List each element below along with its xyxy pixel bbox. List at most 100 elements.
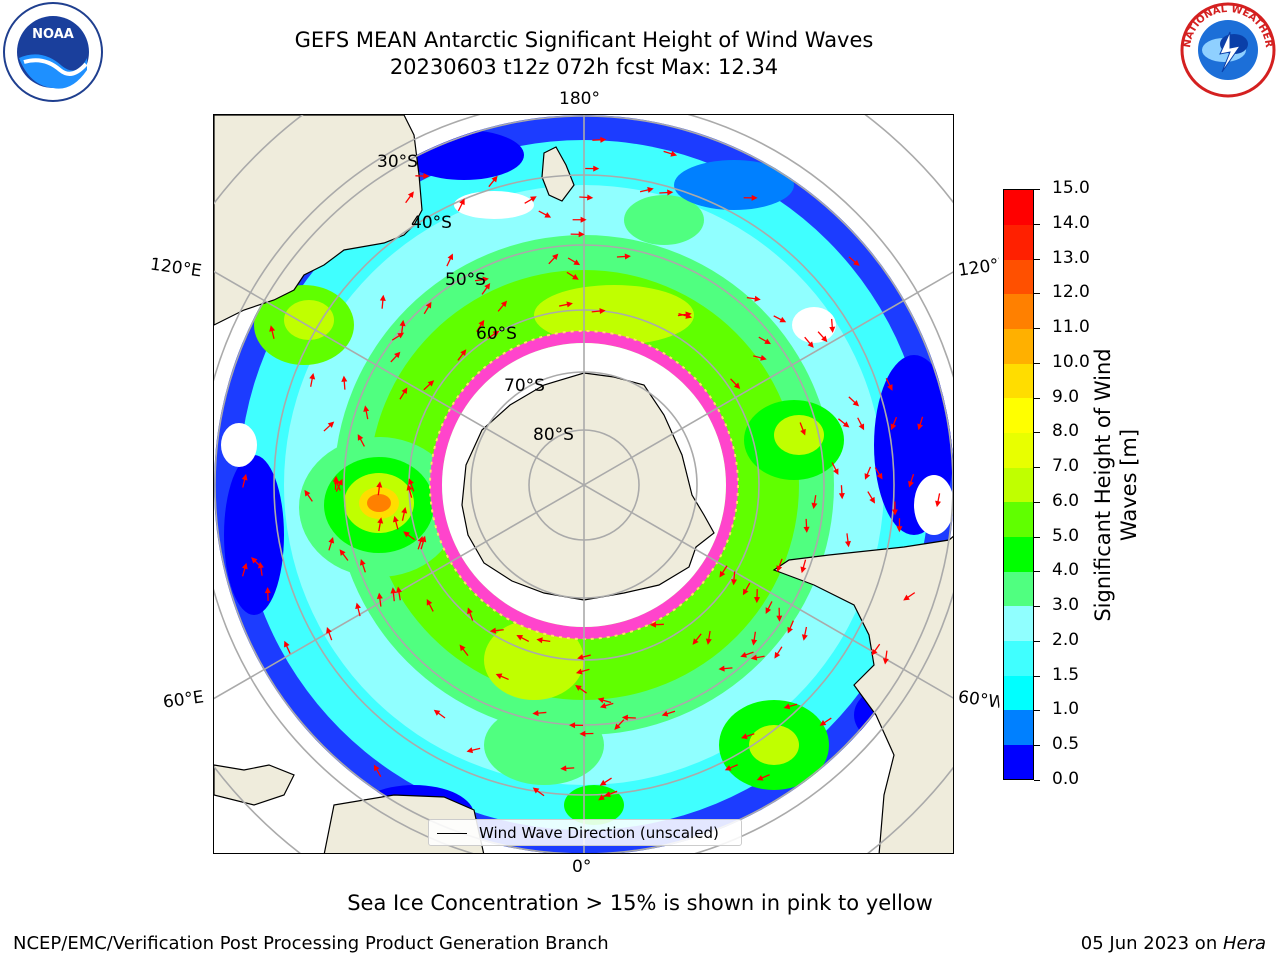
wind-arrow-head (552, 253, 559, 261)
wind-arrow-head (241, 562, 248, 570)
wind-arrow-head (264, 586, 271, 594)
colorbar-tick-mark (1034, 432, 1040, 434)
wind-arrow-head (776, 565, 783, 572)
colorbar-segment (1004, 640, 1033, 676)
wind-arrow-head (373, 764, 380, 772)
colorbar-segment (1004, 190, 1033, 226)
sea-ice-note: Sea Ice Concentration > 15% is shown in … (347, 891, 933, 915)
wind-arrow-head (751, 194, 758, 201)
wind-arrow-head (427, 380, 435, 387)
colorbar-segment (1004, 744, 1033, 780)
wind-arrow-head (869, 496, 876, 504)
colorbar-segment (1004, 501, 1033, 537)
wind-arrow-head (829, 326, 836, 333)
wind-arrow-head (598, 794, 605, 801)
colorbar-segment (1004, 328, 1033, 364)
map-panel: 30°S 40°S 50°S 60°S 70°S 80°S Wind Wave … (213, 114, 954, 854)
wind-arrow-head (397, 332, 405, 339)
wind-arrow-head (401, 507, 408, 514)
wind-arrow-head (573, 259, 581, 266)
wind-arrow-head (269, 325, 276, 332)
wind-arrow-head (376, 592, 383, 600)
wind-arrow-head (774, 651, 781, 659)
wind-arrow-head (544, 212, 552, 218)
colorbar-tick-mark (1034, 328, 1040, 330)
australia (214, 115, 423, 326)
wind-arrow-head (379, 294, 386, 301)
wind-arrow-head (577, 654, 584, 660)
wind-arrow-head (489, 627, 497, 634)
wind-arrow-head (787, 626, 793, 634)
wind-arrow-head (406, 484, 413, 491)
wind-arrow-head (326, 626, 332, 634)
lat-label-40s: 40°S (411, 213, 452, 233)
colorbar-segment (1004, 536, 1033, 572)
wind-arrow-head (491, 175, 498, 183)
wind-arrow-head (575, 668, 583, 675)
wind-arrow-head (447, 253, 454, 261)
colorbar-tick-mark (1034, 780, 1040, 781)
wind-arrow-head (403, 531, 410, 538)
wind-arrow-head (304, 489, 311, 497)
wind-arrow-head (917, 423, 924, 431)
colorbar-tick-label: 0.5 (1052, 734, 1080, 755)
colorbar-tick-label: 2.0 (1052, 629, 1080, 650)
wind-arrow-head (359, 559, 366, 566)
colorbar-tick-mark (1034, 606, 1040, 608)
wind-arrow-head (516, 634, 524, 641)
wind-arrow-head (685, 313, 692, 319)
wind-arrow-head (908, 480, 914, 488)
wind-arrow-head (887, 384, 893, 391)
wind-wave-arrows (241, 136, 941, 801)
wind-arrow-head (433, 709, 441, 716)
colorbar-tick-mark (1034, 293, 1040, 295)
polar-map (214, 115, 953, 853)
wind-arrow-head (467, 607, 473, 615)
meridian-label-180: 180° (559, 89, 600, 109)
colorbar-tick-label: 12.0 (1052, 282, 1090, 303)
wind-arrow-head (580, 216, 587, 223)
wind-arrow-head (376, 481, 383, 488)
footer-date: 05 Jun 2023 on Hera (1080, 933, 1266, 954)
legend-line-swatch (437, 833, 467, 834)
wind-arrow-head (724, 765, 732, 771)
wind-arrow-head (532, 787, 540, 794)
wind-arrow-head (852, 400, 860, 407)
wind-arrow-head (569, 722, 576, 729)
wind-arrow-head (819, 719, 827, 726)
wind-arrow-head (257, 561, 264, 569)
colorbar-segment (1004, 224, 1033, 260)
wind-arrow-head (357, 434, 364, 441)
legend-label: Wind Wave Direction (unscaled) (479, 824, 719, 842)
wind-arrow-head (355, 602, 362, 610)
lat-label-80s: 80°S (533, 425, 574, 445)
wind-arrow-head (760, 354, 767, 361)
wind-arrow-head (500, 300, 508, 308)
wind-arrow-head (621, 714, 628, 721)
wind-arrow-head (394, 351, 401, 359)
wind-arrow-head (844, 540, 851, 548)
wind-arrow-head (776, 615, 783, 622)
wind-arrow-head (492, 330, 500, 337)
wind-arrow-head (800, 566, 807, 574)
colorbar-tick-label: 7.0 (1052, 456, 1080, 477)
colorbar-tick-mark (1034, 675, 1040, 677)
wind-arrow-head (803, 526, 810, 533)
wind-arrow-head (833, 468, 839, 476)
wind-arrow-head (871, 648, 878, 656)
colorbar-tick-label: 4.0 (1052, 560, 1080, 581)
wind-arrow-head (377, 517, 384, 524)
wind-arrow-head (560, 765, 567, 772)
colorbar-tick-mark (1034, 536, 1040, 538)
wind-arrow-head (890, 423, 897, 431)
wind-arrow-head (742, 588, 749, 596)
wind-arrow-head (597, 697, 605, 704)
colorbar-tick-label: 14.0 (1052, 212, 1090, 233)
wind-arrow-head (426, 598, 433, 606)
wind-arrow-head (741, 733, 748, 740)
wind-arrow-head (530, 196, 537, 202)
lat-label-60s: 60°S (476, 324, 517, 344)
colorbar-tick-mark (1034, 362, 1040, 364)
meridian-label-120w: 120°W (956, 255, 1002, 281)
wind-arrow-head (425, 301, 432, 309)
